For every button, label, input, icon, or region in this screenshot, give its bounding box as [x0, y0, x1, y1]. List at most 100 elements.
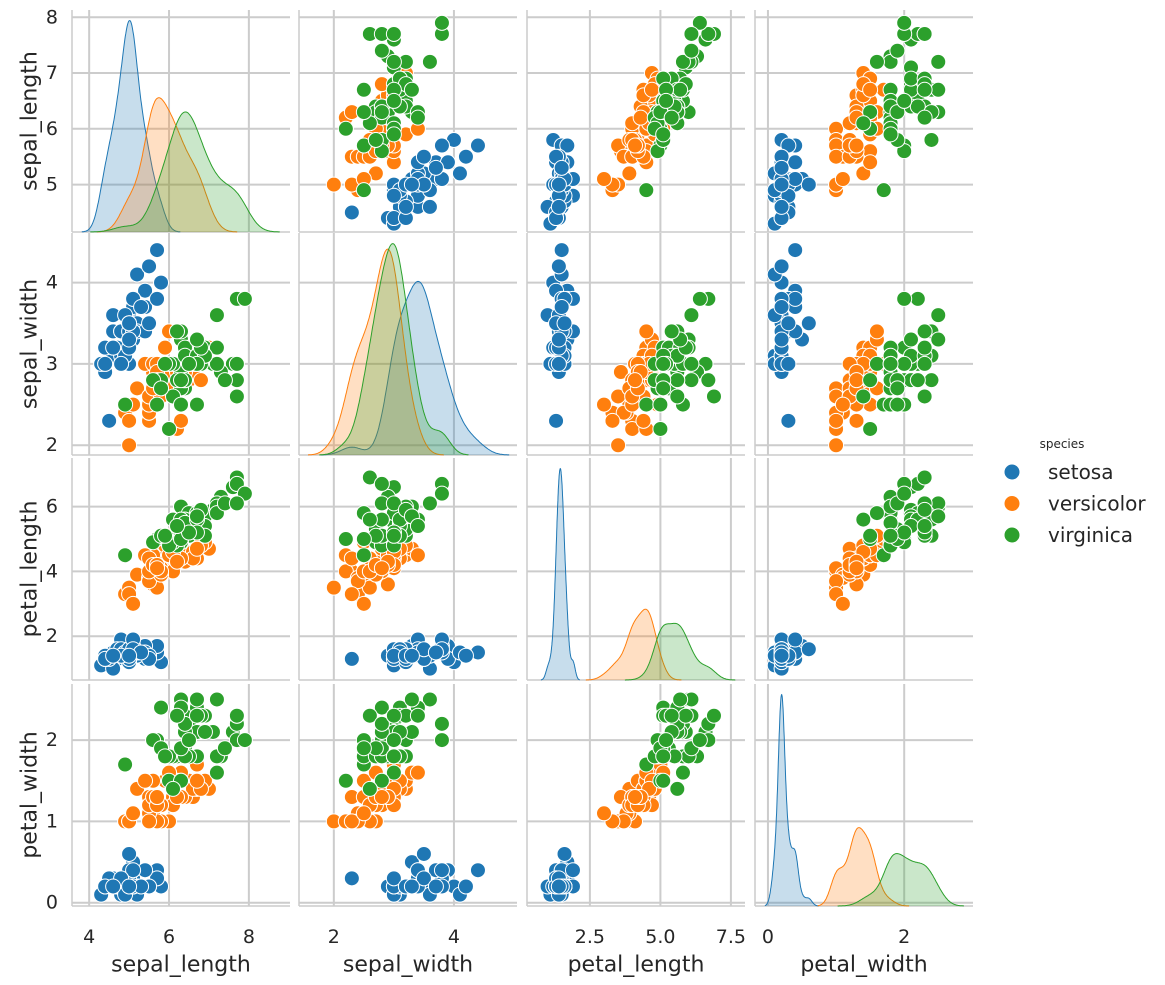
x-tick-label: 5.0	[645, 926, 675, 948]
scatter-point	[343, 870, 360, 887]
scatter-point	[862, 154, 879, 171]
legend-label: virginica	[1048, 523, 1133, 547]
scatter-point	[916, 469, 933, 486]
scatter-point	[672, 81, 689, 98]
scatter-point	[433, 715, 450, 732]
scatter-point	[397, 198, 414, 215]
scatter-point	[409, 109, 426, 126]
scatter-point	[457, 148, 474, 165]
scatter-point	[669, 780, 686, 797]
scatter-point	[149, 290, 166, 307]
scatter-point	[157, 339, 174, 356]
scatter-point	[700, 372, 717, 389]
scatter-point	[848, 560, 865, 577]
scatter-point	[553, 159, 570, 176]
scatter-point	[550, 176, 567, 193]
scatter-point	[658, 92, 675, 109]
scatter-point	[403, 81, 420, 98]
scatter-point	[196, 723, 213, 740]
scatter-point	[627, 372, 644, 389]
scatter-point	[385, 126, 402, 143]
scatter-point	[663, 707, 680, 724]
scatter-point	[868, 53, 885, 70]
scatter-point	[373, 42, 390, 59]
scatter-point	[564, 862, 581, 879]
scatter-point	[638, 323, 655, 340]
y-tick-label: 2	[46, 434, 58, 456]
scatter-point	[550, 878, 567, 895]
scatter-point	[188, 396, 205, 413]
kde-line	[96, 97, 238, 233]
scatter-point	[355, 595, 372, 612]
scatter-point	[457, 647, 474, 664]
scatter-point	[556, 315, 573, 332]
scatter-point	[188, 540, 205, 557]
scatter-point	[683, 307, 700, 324]
scatter-point	[916, 81, 933, 98]
scatter-point	[385, 707, 402, 724]
kde-area	[81, 20, 181, 232]
scatter-point	[889, 42, 906, 59]
x-axis-label: sepal_length	[111, 953, 251, 978]
scatter-point	[337, 531, 354, 548]
legend-marker	[1003, 526, 1021, 544]
scatter-point	[385, 748, 402, 765]
y-tick-label: 7	[46, 62, 58, 84]
scatter-point	[691, 732, 708, 749]
scatter-point	[828, 437, 845, 454]
scatter-point	[930, 307, 947, 324]
scatter-point	[627, 789, 644, 806]
scatter-point	[773, 176, 790, 193]
scatter-point	[121, 437, 138, 454]
scatter-point	[773, 159, 790, 176]
scatter-point	[658, 732, 675, 749]
scatter-point	[149, 396, 166, 413]
x-tick-label: 4	[83, 926, 95, 948]
scatter-point	[903, 70, 920, 87]
legend-title: species	[1040, 437, 1085, 451]
scatter-point	[355, 547, 372, 564]
scatter-point	[121, 331, 138, 348]
scatter-point	[373, 715, 390, 732]
kde-line	[837, 852, 964, 907]
y-axis-label: petal_length	[18, 501, 43, 638]
scatter-point	[550, 198, 567, 215]
scatter-point	[655, 380, 672, 397]
scatter-point	[228, 495, 245, 512]
scatter-point	[121, 878, 138, 895]
scatter-point	[373, 475, 390, 492]
scatter-point	[916, 518, 933, 535]
scatter-point	[433, 732, 450, 749]
scatter-point	[677, 707, 694, 724]
kde-line	[319, 243, 469, 456]
scatter-point	[773, 258, 790, 275]
x-tick-label: 2	[898, 926, 910, 948]
y-axis-label: sepal_length	[18, 51, 43, 191]
scatter-point	[385, 92, 402, 109]
kde-line	[585, 608, 682, 681]
scatter-point	[923, 131, 940, 148]
scatter-point	[469, 137, 486, 154]
scatter-point	[355, 805, 372, 822]
scatter-point	[141, 813, 158, 830]
scatter-point	[403, 878, 420, 895]
scatter-point	[559, 137, 576, 154]
scatter-point	[192, 372, 209, 389]
kde-line	[81, 20, 181, 233]
scatter-point	[773, 647, 790, 664]
scatter-point	[595, 396, 612, 413]
scatter-point	[427, 644, 444, 661]
scatter-point	[427, 878, 444, 895]
scatter-point	[129, 266, 146, 283]
scatter-point	[923, 372, 940, 389]
kde-line	[90, 111, 280, 233]
scatter-point	[101, 412, 118, 429]
scatter-point	[169, 553, 186, 570]
kde-area	[585, 609, 682, 680]
scatter-point	[896, 355, 913, 372]
scatter-point	[361, 780, 378, 797]
scatter-point	[141, 315, 158, 332]
scatter-point	[916, 339, 933, 356]
scatter-point	[896, 524, 913, 541]
scatter-point	[896, 290, 913, 307]
